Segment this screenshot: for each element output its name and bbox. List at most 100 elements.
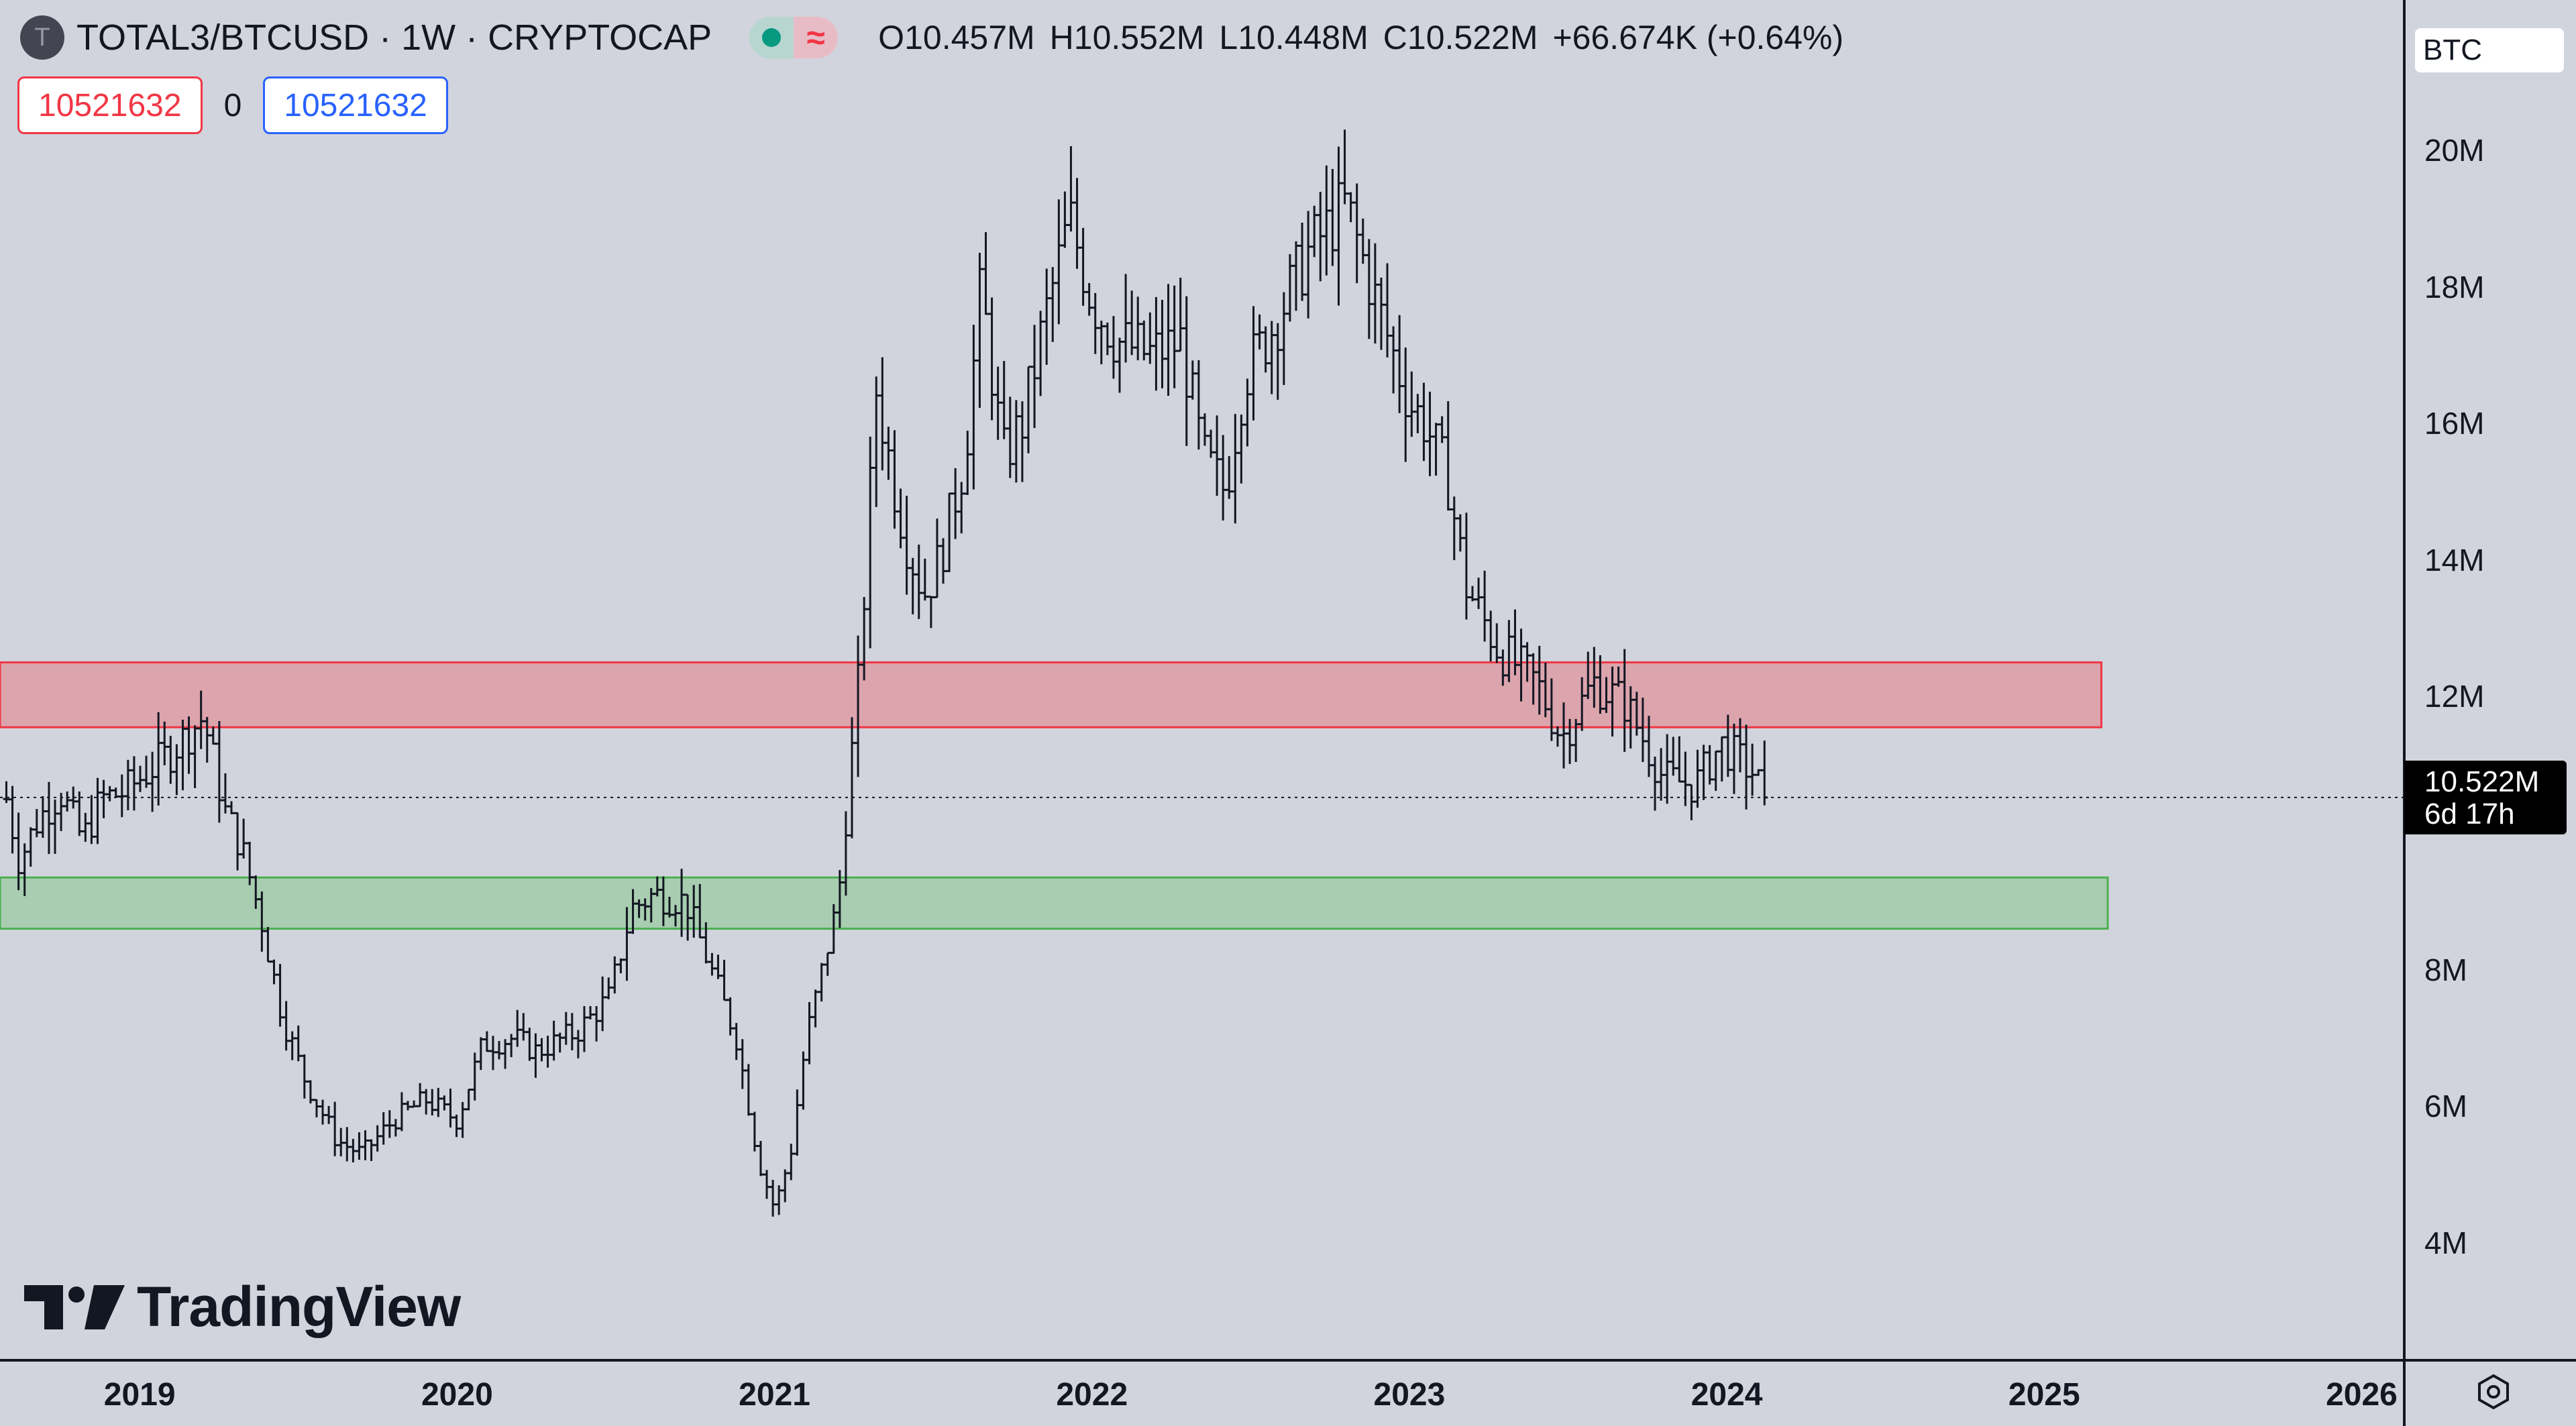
- ohlc-bar: [380, 1112, 387, 1145]
- ohlc-bar: [568, 1013, 576, 1050]
- ohlc-bar: [209, 726, 217, 745]
- ohlc-bar: [1462, 512, 1470, 620]
- ohlc-bar: [1432, 423, 1440, 476]
- tradingview-wordmark: TradingView: [137, 1275, 461, 1338]
- ohlc-bar: [1323, 165, 1330, 276]
- ohlc-bar: [411, 1100, 418, 1108]
- ohlc-bar: [221, 773, 229, 814]
- market-open-icon[interactable]: [749, 17, 794, 58]
- ohlc-bar: [191, 725, 199, 788]
- ohlc-bar: [1408, 371, 1415, 437]
- ohlc-bar: [1749, 743, 1756, 796]
- symbol-logo-icon[interactable]: T: [20, 15, 64, 60]
- ohlc-bar: [562, 1011, 570, 1045]
- ohlc-bar: [727, 997, 734, 1036]
- ohlc-bar: [1201, 413, 1208, 446]
- ohlc-bar: [611, 956, 619, 994]
- ohlc-bar: [1140, 320, 1148, 361]
- ohlc-bar: [313, 1099, 320, 1117]
- ohlc-bar: [1335, 146, 1342, 306]
- ohlc-bar: [532, 1033, 539, 1078]
- ohlc-bar: [374, 1125, 381, 1152]
- ohlc-bar: [1676, 736, 1683, 783]
- ohlc-bar: [3, 781, 10, 804]
- ohlc-values: O10.457M H10.552M L10.448M C10.522M +66.…: [878, 18, 1843, 57]
- chart-pane[interactable]: T TOTAL3/BTCUSD · 1W · CRYPTOCAP ≈ O10.4…: [0, 0, 2403, 1359]
- ohlc-bar: [873, 376, 880, 507]
- ohlc-bar: [447, 1088, 454, 1128]
- tradingview-logo[interactable]: TradingView: [24, 1274, 461, 1339]
- ohlc-bar: [1426, 391, 1434, 476]
- ohlc-bar: [1450, 496, 1458, 561]
- symbol-title[interactable]: TOTAL3/BTCUSD · 1W · CRYPTOCAP: [76, 17, 712, 58]
- buy-price-box[interactable]: 10521632: [263, 76, 448, 134]
- ohlc-bar: [441, 1095, 448, 1111]
- time-tick-label: 2023: [1373, 1377, 1446, 1413]
- ohlc-bar: [477, 1037, 484, 1071]
- ohlc-bar: [1165, 284, 1172, 396]
- ohlc-bar: [1468, 586, 1476, 602]
- ohlc-bar: [1037, 311, 1044, 396]
- ohlc-bar: [282, 1001, 290, 1051]
- price-axis[interactable]: [2403, 0, 2576, 1359]
- ohlc-bar: [769, 1180, 777, 1217]
- ohlc-bar: [1311, 205, 1318, 258]
- time-tick-label: 2025: [2008, 1377, 2080, 1413]
- ohlc-bar: [720, 959, 728, 1001]
- ohlc-bar: [398, 1092, 405, 1132]
- ohlc-bar: [1317, 191, 1324, 282]
- ohlc-bar: [1396, 315, 1403, 413]
- ohlc-bar: [1347, 192, 1354, 223]
- price-tick-label: 14M: [2424, 542, 2485, 578]
- ohlc-bar: [294, 1025, 302, 1062]
- ohlc-bar: [179, 719, 186, 791]
- delayed-data-icon[interactable]: ≈: [794, 17, 839, 58]
- ohlc-bar: [1079, 227, 1087, 306]
- ohlc-bar: [1359, 218, 1366, 264]
- ohlc-bar: [818, 963, 825, 1002]
- price-tick-label: 4M: [2424, 1225, 2467, 1260]
- time-axis[interactable]: [0, 1359, 2403, 1426]
- ohlc-bar: [708, 952, 716, 976]
- ohlc-bar: [270, 959, 278, 985]
- price-chart[interactable]: [0, 0, 2403, 1359]
- ohlc-bar: [617, 958, 625, 974]
- ohlc-bar: [763, 1170, 771, 1199]
- ohlc-bar: [453, 1114, 460, 1138]
- ohlc-bar: [556, 1032, 564, 1053]
- currency-selector[interactable]: BTC: [2415, 28, 2564, 72]
- ohlc-bar: [970, 325, 977, 490]
- last-price-label: 10.522M 6d 17h: [2404, 760, 2567, 834]
- ohlc-bar: [1268, 321, 1275, 394]
- settings-icon[interactable]: [2475, 1374, 2512, 1410]
- ohlc-bar: [1554, 726, 1561, 747]
- ohlc-close: C10.522M: [1383, 19, 1538, 56]
- ohlc-bar: [1104, 322, 1111, 355]
- ohlc-bar: [1091, 292, 1099, 354]
- ohlc-bar: [587, 1005, 594, 1020]
- ohlc-bar: [1730, 724, 1737, 794]
- last-price-value: 10.522M: [2424, 765, 2540, 798]
- status-pill[interactable]: ≈: [749, 17, 839, 58]
- ohlc-bar: [940, 538, 947, 584]
- ohlc-bar: [112, 787, 119, 798]
- ohlc-bar: [1067, 146, 1075, 232]
- sell-price-box[interactable]: 10521632: [17, 76, 203, 134]
- ohlc-bar: [915, 545, 922, 619]
- ohlc-bar: [106, 785, 113, 802]
- ohlc-bar: [891, 430, 898, 529]
- ohlc-bar: [1305, 211, 1312, 319]
- ohlc-bar: [423, 1089, 430, 1115]
- trade-inputs: 10521632 0 10521632: [17, 76, 448, 134]
- time-tick-label: 2021: [739, 1377, 810, 1413]
- ohlc-bar: [1177, 278, 1184, 352]
- ohlc-bar: [958, 482, 965, 534]
- ohlc-bar: [9, 785, 16, 854]
- spread-value: 0: [223, 87, 242, 123]
- ohlc-bar: [343, 1127, 351, 1162]
- ohlc-bar: [1384, 263, 1391, 358]
- ohlc-bar: [1128, 290, 1136, 355]
- ohlc-bar: [489, 1036, 496, 1071]
- ohlc-bar: [1694, 749, 1701, 808]
- ohlc-bar: [1329, 168, 1336, 266]
